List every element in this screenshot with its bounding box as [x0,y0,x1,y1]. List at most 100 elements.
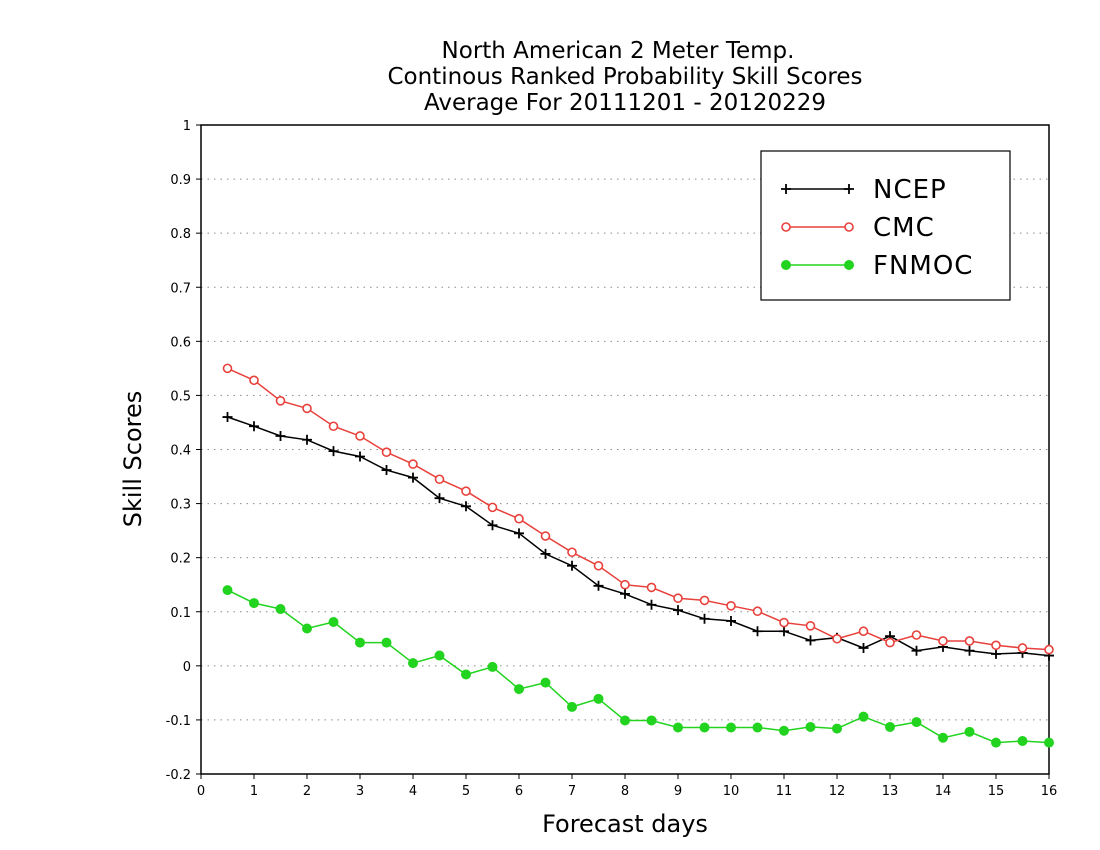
cmc-point [567,547,577,558]
cmc-point [938,636,948,646]
cmc-point [302,403,312,414]
fnmoc-point [911,717,922,728]
fnmoc-point [964,726,975,737]
cmc-point [593,560,604,571]
ncep-point [355,451,365,462]
ncep-point [328,446,339,457]
cmc-point [1044,644,1054,655]
cmc-point [328,421,339,432]
x-tick-label: 8 [621,784,629,799]
y-tick-label: 0.5 [170,389,191,404]
cmc-point [646,582,657,593]
ncep-point [964,645,975,656]
x-tick-label: 11 [776,784,793,799]
series-cmc [222,363,1054,655]
fnmoc-point [328,617,339,628]
x-tick-label: 2 [303,784,311,799]
legend-marker [781,260,791,270]
ncep-point [381,465,392,476]
fnmoc-point [593,693,604,704]
x-axis: 0 1 2 3 4 5 6 7 8 9 10 11 12 13 14 15 16 [197,774,1057,799]
ncep-point [434,493,445,504]
ncep-point [408,472,418,483]
fnmoc-point [487,661,498,672]
title-line-2: Continous Ranked Probability Skill Score… [387,64,862,90]
ncep-point [249,421,259,432]
cmc-point [222,363,233,374]
y-tick-label: 0.9 [170,173,191,188]
x-tick-label: 1 [250,784,258,799]
y-tick-label: 0.3 [170,498,191,513]
cmc-point [885,637,895,648]
cmc-point [620,579,630,590]
fnmoc-point [805,721,816,732]
ncep-point [540,548,551,559]
x-tick-label: 5 [462,784,470,799]
cmc-point [991,640,1001,651]
legend: NCEP CMC FNMOC [760,150,1011,301]
fnmoc-point [779,725,789,736]
cmc-point [434,474,445,485]
ncep-point [858,642,869,653]
fnmoc-point [832,723,842,734]
fnmoc-point [699,722,710,733]
fnmoc-point [620,715,630,726]
ncep-line [227,416,1050,657]
ncep-point [620,588,630,599]
cmc-point [779,617,789,628]
cmc-point [1017,643,1028,653]
fnmoc-point [1017,736,1028,747]
cmc-point [911,630,922,640]
fnmoc-point [302,623,312,634]
cmc-point [461,486,471,496]
legend-item-ncep: NCEP [781,175,947,205]
y-axis: -0.2 -0.1 0 0.1 0.2 0.3 0.4 0.5 0.6 0.7 0.8 0.9 1 [166,119,201,783]
x-tick-label: 15 [988,784,1005,799]
legend-item-fnmoc: FNMOC [781,251,973,281]
fnmoc-point [673,722,683,733]
fnmoc-point [991,737,1001,748]
y-tick-label: -0.2 [166,768,191,783]
y-tick-label: 0.8 [170,227,191,242]
x-tick-label: 4 [409,784,417,799]
x-tick-label: 6 [515,784,523,799]
ncep-point [275,430,286,441]
legend-box [760,150,1011,301]
fnmoc-point [567,701,577,712]
fnmoc-point [461,669,471,680]
fnmoc-point [885,721,895,732]
legend-marker [844,222,854,232]
ncep-point [514,528,524,539]
cmc-point [805,621,816,631]
ncep-point [673,605,683,616]
legend-item-cmc: CMC [781,213,934,243]
x-tick-label: 9 [674,784,682,799]
fnmoc-point [752,722,763,733]
ncep-point [805,635,816,646]
x-axis-label: Forecast days [542,810,708,838]
y-tick-label: 0.1 [170,606,191,621]
x-tick-label: 10 [723,784,740,799]
chart-title: North American 2 Meter Temp. Continous R… [387,38,862,116]
fnmoc-point [222,585,233,596]
fnmoc-point [1044,737,1054,748]
legend-label-ncep: NCEP [873,175,947,205]
ncep-point [752,626,763,637]
legend-marker [781,184,791,194]
ncep-point [487,520,498,531]
ncep-point [302,434,312,445]
fnmoc-point [514,684,524,695]
legend-marker [781,222,791,232]
fnmoc-point [646,715,657,726]
fnmoc-point [381,637,392,648]
x-tick-label: 3 [356,784,364,799]
legend-label-fnmoc: FNMOC [873,251,973,281]
legend-marker [844,260,854,270]
fnmoc-point [408,658,418,669]
ncep-point [461,501,471,512]
fnmoc-point [275,604,286,615]
cmc-point [249,375,259,386]
legend-marker [844,184,854,194]
ncep-point [779,626,789,637]
